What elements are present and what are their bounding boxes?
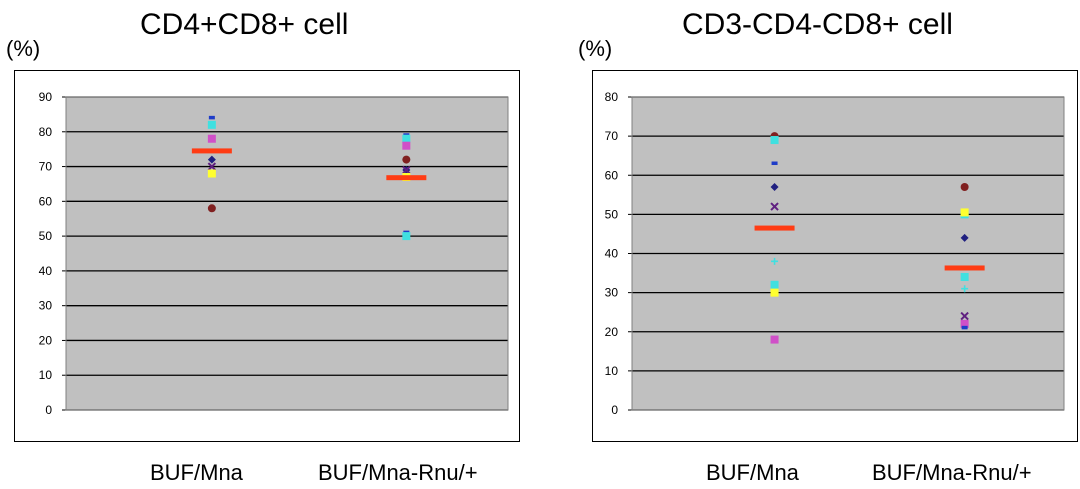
data-point-square xyxy=(402,134,411,143)
category-label-buf-mna-rnu: BUF/Mna-Rnu/+ xyxy=(318,460,478,485)
data-point-square xyxy=(770,280,779,289)
chart-panel-cd4cd8: CD4+CD8+ cell (%) 0 10 20 30 40 50 60 70 80 90 BU… xyxy=(0,0,520,489)
data-point-dash xyxy=(208,115,215,120)
y-tick-label: 80 xyxy=(39,125,53,139)
mean-marker xyxy=(191,148,232,154)
chart-panel-cd3cd4cd8: CD3-CD4-CD8+ cell (%) 0 10 20 30 40 50 60 70 80 … xyxy=(570,0,1080,489)
y-tick-label: 70 xyxy=(39,160,53,174)
plot-area: 0 10 20 30 40 50 60 70 80 xyxy=(592,70,1078,442)
data-point-dash xyxy=(961,325,968,330)
data-point-dash xyxy=(771,161,778,166)
data-point-square xyxy=(207,120,216,129)
y-tick-label: 10 xyxy=(605,364,619,378)
chart-title: CD4+CD8+ cell xyxy=(140,8,349,41)
y-tick-label: 90 xyxy=(39,90,53,104)
category-label-buf-mna: BUF/Mna xyxy=(150,460,243,485)
data-point-square xyxy=(960,208,969,217)
y-tick-label: 30 xyxy=(605,286,619,300)
y-tick-label: 80 xyxy=(605,90,619,104)
data-point-plus xyxy=(961,285,969,293)
y-tick-label: 50 xyxy=(39,229,53,243)
plot-background xyxy=(66,97,508,410)
y-tick-label: 20 xyxy=(605,325,619,339)
mean-marker xyxy=(386,175,427,181)
data-point-square xyxy=(960,319,969,328)
plot-border xyxy=(65,96,509,411)
y-tick-label: 20 xyxy=(39,333,53,347)
data-point-square xyxy=(770,335,779,344)
scatter-chart-cd3cd4cd8: 0 10 20 30 40 50 60 70 80 xyxy=(605,90,1065,417)
data-point-diamond xyxy=(770,182,779,191)
category-label-buf-mna-rnu: BUF/Mna-Rnu/+ xyxy=(872,460,1032,485)
data-point-square xyxy=(770,288,779,297)
data-point-diamond xyxy=(207,155,216,164)
plot-area: 0 10 20 30 40 50 60 70 80 90 xyxy=(14,70,520,442)
data-point-x xyxy=(770,202,779,211)
data-point-square xyxy=(207,169,216,178)
y-tick-label: 60 xyxy=(605,168,619,182)
y-tick-label: 0 xyxy=(611,403,618,417)
data-point-square xyxy=(402,232,411,241)
y-tick-label: 0 xyxy=(45,403,52,417)
y-tick-label: 40 xyxy=(605,247,619,261)
y-tick-label: 60 xyxy=(39,194,53,208)
data-point-x xyxy=(960,311,969,321)
data-point-circle xyxy=(207,204,216,213)
data-point-plus xyxy=(771,257,779,265)
y-tick-label: 30 xyxy=(39,299,53,313)
data-point-square xyxy=(770,136,779,145)
data-point-x xyxy=(402,165,411,175)
chart-title: CD3-CD4-CD8+ cell xyxy=(682,8,953,41)
data-point-square xyxy=(402,141,411,150)
y-axis-unit-label: (%) xyxy=(578,36,613,61)
plot-border xyxy=(631,96,1065,411)
data-point-square xyxy=(960,272,969,281)
data-point-circle xyxy=(960,182,969,191)
mean-marker xyxy=(944,265,985,271)
y-tick-label: 50 xyxy=(605,207,619,221)
data-point-x xyxy=(207,162,217,171)
data-point-circle xyxy=(402,155,411,164)
data-point-diamond xyxy=(960,233,969,242)
y-axis-unit-label: (%) xyxy=(6,36,41,61)
mean-marker xyxy=(754,225,795,231)
data-point-square xyxy=(207,134,216,143)
category-label-buf-mna: BUF/Mna xyxy=(706,460,799,485)
y-tick-label: 70 xyxy=(605,129,619,143)
scatter-chart-cd4cd8: 0 10 20 30 40 50 60 70 80 90 xyxy=(39,90,509,417)
y-tick-label: 10 xyxy=(39,368,53,382)
y-tick-label: 40 xyxy=(39,264,53,278)
